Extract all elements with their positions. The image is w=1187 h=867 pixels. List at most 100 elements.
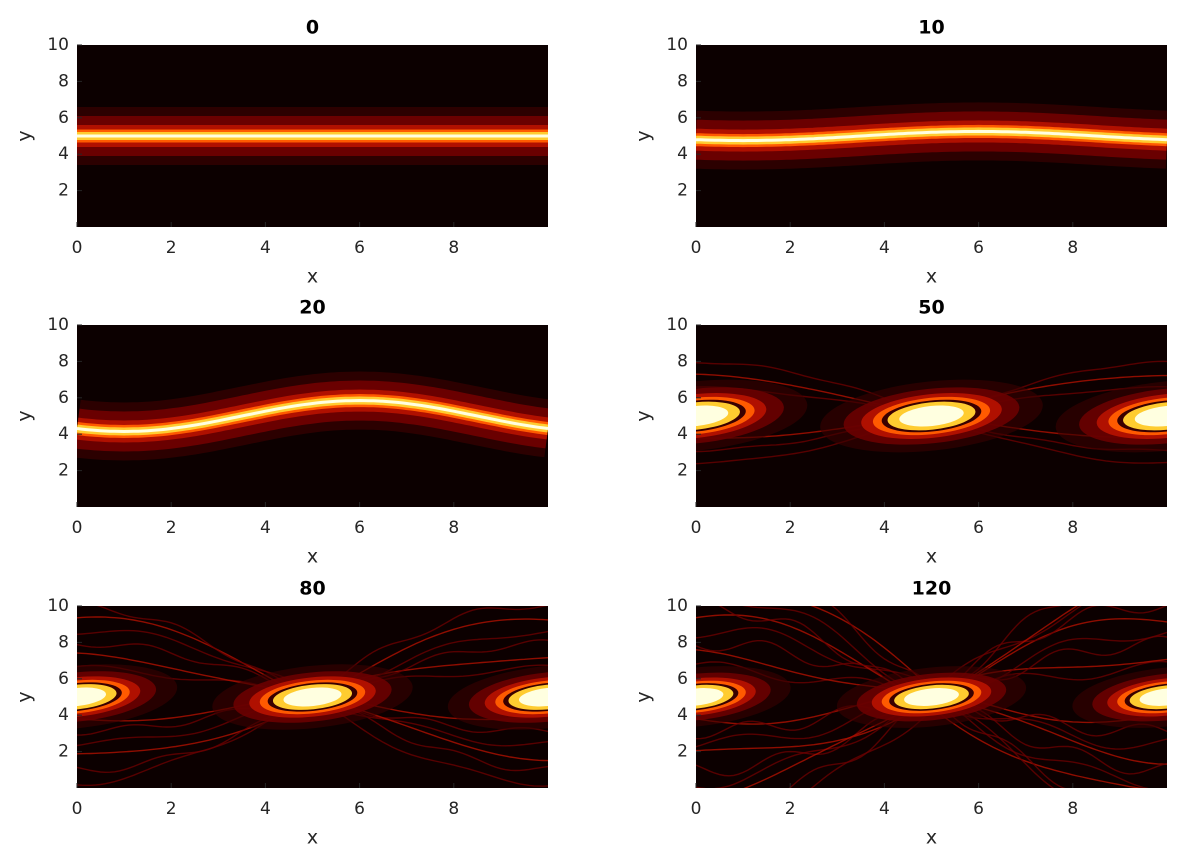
y-tick-label: 6 [58,388,69,408]
x-tick-label: 8 [448,238,459,258]
heatmap-image [77,45,548,227]
y-tick-label: 10 [47,315,69,335]
x-tick-label: 6 [354,518,365,538]
x-tick-label: 2 [166,799,177,819]
y-tick-label: 8 [677,71,688,91]
vortex [77,691,93,703]
x-tick-label: 0 [691,799,702,819]
y-axis-label: y [633,130,655,141]
y-tick-label: 6 [677,388,688,408]
y-axis-label: y [633,410,655,421]
y-tick-label: 2 [677,461,688,481]
vortex [916,692,947,702]
y-tick-label: 4 [677,705,688,725]
x-tick-label: 8 [1067,518,1078,538]
y-tick-label: 8 [58,71,69,91]
x-tick-label: 6 [973,518,984,538]
title: 80 [299,578,325,600]
x-tick-label: 2 [785,799,796,819]
vortex [1149,410,1167,422]
x-tick-label: 0 [691,238,702,258]
x-tick-label: 4 [260,799,271,819]
subplot: 0 2 4 6 8 2 4 6 8 10 50 x y [633,297,1167,568]
x-axis-label: x [926,546,937,568]
x-tick-label: 6 [354,799,365,819]
y-axis-label: y [14,691,36,702]
x-tick-label: 2 [166,238,177,258]
x-tick-label: 8 [1067,799,1078,819]
x-tick-label: 0 [72,238,83,258]
x-tick-label: 4 [879,238,890,258]
x-tick-label: 0 [691,518,702,538]
x-tick-label: 2 [166,518,177,538]
y-tick-label: 10 [666,35,688,55]
y-tick-label: 6 [677,669,688,689]
vortex [532,691,548,703]
y-tick-label: 2 [58,742,69,762]
vortex [913,410,950,422]
x-axis-label: x [307,266,318,288]
y-tick-label: 4 [58,705,69,725]
y-tick-label: 8 [677,351,688,371]
heatmap-image [77,606,548,788]
subplot: 0 2 4 6 8 2 4 6 8 10 20 x y [14,297,548,568]
vortex [1139,688,1167,706]
x-tick-label: 6 [973,799,984,819]
x-tick-label: 2 [785,238,796,258]
y-tick-label: 10 [47,596,69,616]
y-tick-label: 2 [58,461,69,481]
band [696,129,1167,143]
y-tick-label: 6 [58,108,69,128]
x-tick-label: 4 [879,799,890,819]
y-tick-label: 2 [677,181,688,201]
subplot: 0 2 4 6 8 2 4 6 8 10 0 x y [14,17,548,288]
heatmap-image [696,606,1167,788]
y-tick-label: 2 [677,742,688,762]
vortex [1152,692,1167,702]
band [77,398,548,434]
title: 10 [918,17,944,39]
vortex [296,691,329,703]
y-tick-label: 6 [58,669,69,689]
heatmap-image [77,325,548,507]
y-tick-label: 4 [58,424,69,444]
x-axis-label: x [307,827,318,849]
x-tick-label: 8 [1067,238,1078,258]
y-tick-label: 8 [677,632,688,652]
y-tick-label: 4 [677,424,688,444]
y-tick-label: 10 [666,315,688,335]
y-axis-label: y [14,130,36,141]
y-tick-label: 8 [58,351,69,371]
x-tick-label: 0 [72,518,83,538]
x-tick-label: 2 [785,518,796,538]
x-tick-label: 8 [448,799,459,819]
x-tick-label: 8 [448,518,459,538]
vortex [696,410,714,422]
y-tick-label: 4 [58,144,69,164]
title: 50 [918,297,944,319]
heatmap-image [696,325,1167,507]
x-axis-label: x [926,827,937,849]
title: 120 [912,578,952,600]
x-tick-label: 6 [354,238,365,258]
x-axis-label: x [926,266,937,288]
x-tick-label: 6 [973,238,984,258]
y-tick-label: 4 [677,144,688,164]
x-axis-label: x [307,546,318,568]
y-tick-label: 8 [58,632,69,652]
y-tick-label: 10 [666,596,688,616]
vortex [1134,405,1167,427]
subplot: 0 2 4 6 8 2 4 6 8 10 120 x y [633,578,1167,849]
y-tick-label: 6 [677,108,688,128]
x-tick-label: 4 [260,238,271,258]
subplot: 0 2 4 6 8 2 4 6 8 10 80 x y [14,578,548,849]
x-tick-label: 0 [72,799,83,819]
vortex [696,692,711,702]
x-tick-label: 4 [260,518,271,538]
heatmap-image [696,45,1167,227]
y-axis-label: y [633,691,655,702]
title: 20 [299,297,325,319]
y-tick-label: 2 [58,181,69,201]
y-axis-label: y [14,410,36,421]
